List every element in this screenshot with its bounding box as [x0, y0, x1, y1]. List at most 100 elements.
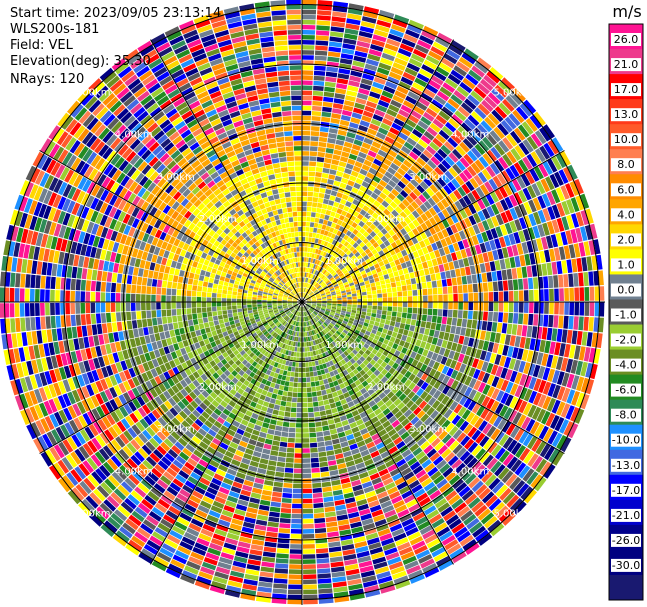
gate-cell	[314, 310, 319, 314]
gate-cell	[325, 265, 331, 271]
gate-cell	[459, 384, 468, 395]
gate-cell	[335, 287, 340, 291]
gate-cell	[479, 350, 487, 361]
gate-cell	[322, 106, 332, 113]
gate-cell	[375, 331, 382, 337]
gate-cell	[492, 481, 505, 494]
gate-cell	[548, 275, 554, 289]
gate-cell	[420, 381, 429, 391]
gate-cell	[311, 296, 316, 299]
gate-cell	[320, 317, 326, 322]
gate-cell	[276, 461, 286, 468]
gate-cell	[437, 211, 446, 221]
gate-cell	[304, 287, 306, 293]
gate-cell	[309, 308, 314, 312]
gate-cell	[427, 466, 439, 477]
gate-cell	[325, 327, 331, 332]
gate-cell	[400, 405, 409, 414]
gate-cell	[385, 319, 391, 325]
gate-cell	[311, 280, 315, 285]
gate-cell	[581, 257, 588, 272]
gate-cell	[468, 477, 481, 489]
gate-cell	[302, 443, 310, 448]
gate-cell	[290, 544, 302, 549]
gate-cell	[376, 285, 382, 290]
gate-cell	[337, 335, 343, 341]
gate-cell	[549, 288, 554, 301]
gate-cell	[309, 247, 314, 253]
gate-cell	[450, 325, 456, 334]
gate-cell	[368, 323, 374, 329]
gate-cell	[454, 462, 466, 474]
gate-cell	[351, 343, 357, 349]
gate-cell	[346, 237, 353, 243]
gate-cell	[566, 199, 575, 214]
gate-cell	[331, 308, 336, 311]
gate-cell	[407, 330, 414, 338]
gate-cell	[530, 474, 543, 489]
gate-cell	[396, 85, 409, 95]
gate-cell	[556, 371, 565, 385]
gate-cell	[501, 77, 515, 91]
gate-cell	[425, 375, 433, 384]
gate-cell	[337, 263, 343, 269]
gate-cell	[593, 348, 601, 364]
gate-cell	[534, 148, 546, 163]
gate-cell	[469, 265, 476, 275]
gate-cell	[312, 197, 319, 203]
gate-cell	[392, 297, 398, 302]
gate-cell	[365, 241, 372, 248]
gate-cell	[272, 588, 287, 594]
gate-cell	[452, 443, 463, 455]
gate-cell	[321, 481, 332, 488]
gate-cell	[346, 291, 352, 295]
gate-cell	[384, 43, 399, 52]
gate-cell	[424, 462, 436, 473]
gate-cell	[305, 282, 307, 288]
gate-cell	[464, 118, 476, 130]
gate-cell	[326, 305, 332, 309]
gate-cell	[304, 352, 308, 357]
gate-cell	[311, 305, 316, 308]
gate-cell	[494, 447, 506, 460]
gate-cell	[325, 225, 331, 232]
gate-cell	[499, 259, 506, 270]
gate-cell	[513, 290, 519, 302]
gate-cell	[328, 465, 338, 471]
gate-cell	[473, 86, 487, 99]
gate-cell	[402, 71, 416, 82]
gate-cell	[463, 397, 472, 409]
gate-cell	[497, 123, 509, 136]
gate-cell	[453, 260, 460, 269]
gate-cell	[386, 287, 392, 293]
gate-cell	[302, 503, 313, 509]
gate-cell	[302, 402, 308, 408]
gate-cell	[528, 376, 537, 390]
gate-cell	[360, 285, 366, 290]
gate-cell	[304, 252, 307, 257]
gate-cell	[472, 358, 480, 368]
gate-cell	[371, 212, 379, 220]
gate-cell	[458, 302, 463, 310]
gate-cell	[415, 257, 422, 265]
gate-cell	[311, 361, 316, 367]
gate-cell	[460, 267, 466, 277]
gate-cell	[349, 233, 356, 239]
gate-cell	[481, 471, 493, 483]
gate-cell	[303, 574, 317, 580]
gate-cell	[468, 215, 477, 226]
gate-cell	[310, 258, 314, 263]
gate-cell	[450, 94, 463, 106]
gate-cell	[361, 346, 367, 353]
gate-cell	[387, 297, 393, 302]
gate-cell	[504, 222, 513, 235]
gate-cell	[317, 573, 331, 579]
gate-cell	[358, 266, 365, 272]
gate-cell	[580, 210, 589, 226]
gate-cell	[347, 158, 356, 166]
gate-cell	[377, 14, 393, 24]
gate-cell	[437, 444, 448, 455]
gate-cell	[324, 214, 330, 221]
gate-cell	[264, 480, 274, 486]
gate-cell	[556, 328, 563, 342]
